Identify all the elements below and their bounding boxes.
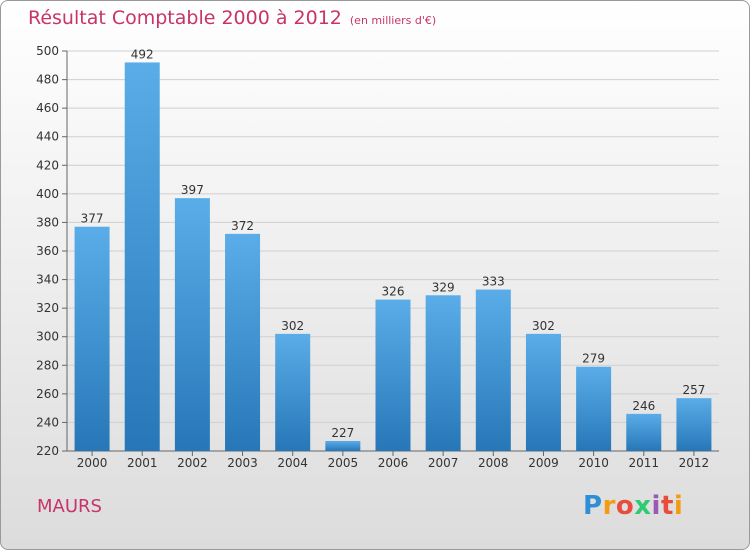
x-tick-label: 2001: [127, 456, 158, 470]
data-label: 246: [632, 399, 655, 413]
bar: [375, 299, 411, 451]
x-tick-label: 2011: [628, 456, 659, 470]
y-tick-label: 400: [36, 187, 59, 201]
data-label: 333: [482, 275, 505, 289]
bars: [74, 62, 712, 452]
data-label: 329: [432, 280, 455, 294]
y-tick-label: 260: [36, 387, 59, 401]
chart-title: Résultat Comptable 2000 à 2012 (en millie…: [28, 7, 436, 29]
bar: [525, 333, 561, 451]
y-tick-label: 460: [36, 101, 59, 115]
x-tick-label: 2002: [177, 456, 208, 470]
bar: [174, 198, 210, 451]
data-label: 257: [682, 383, 705, 397]
y-tick-label: 340: [36, 273, 59, 287]
bar: [225, 233, 261, 451]
chart-unit: (en milliers d'€): [349, 14, 437, 27]
y-tick-label: 220: [36, 444, 59, 458]
y-tick-label: 380: [36, 215, 59, 229]
bar: [325, 441, 361, 451]
y-tick-label: 500: [36, 44, 59, 58]
chart-title-text: Résultat Comptable 2000 à 2012: [28, 7, 342, 29]
x-tick-label: 2005: [328, 456, 359, 470]
data-label: 397: [181, 183, 204, 197]
data-label: 302: [281, 319, 304, 333]
x-tick-label: 2007: [428, 456, 459, 470]
y-tick-label: 440: [36, 130, 59, 144]
y-tick-label: 300: [36, 330, 59, 344]
y-tick-label: 480: [36, 73, 59, 87]
commune-name: MAURS: [37, 496, 102, 517]
bar: [124, 62, 160, 452]
y-tick-label: 360: [36, 244, 59, 258]
bar: [275, 333, 311, 451]
data-label: 377: [81, 212, 104, 226]
x-tick-label: 2010: [578, 456, 609, 470]
bar: [74, 226, 110, 451]
data-label: 326: [382, 285, 405, 299]
bar: [425, 295, 461, 451]
x-tick-label: 2008: [478, 456, 509, 470]
data-label: 279: [582, 352, 605, 366]
data-label: 227: [331, 426, 354, 440]
x-tick-label: 2006: [378, 456, 409, 470]
proxiti-logo: Proxiti: [583, 491, 684, 521]
x-tick-label: 2004: [277, 456, 308, 470]
y-tick-label: 280: [36, 358, 59, 372]
data-label: 372: [231, 219, 254, 233]
y-tick-label: 320: [36, 301, 59, 315]
y-tick-label: 420: [36, 158, 59, 172]
bar: [626, 413, 662, 451]
x-tick-label: 2012: [679, 456, 710, 470]
data-label: 492: [131, 47, 154, 61]
y-tick-label: 240: [36, 415, 59, 429]
x-tick-label: 2000: [77, 456, 108, 470]
bar: [576, 366, 612, 451]
x-tick-label: 2009: [528, 456, 559, 470]
bar: [676, 398, 712, 451]
data-label: 302: [532, 319, 555, 333]
bar: [475, 289, 511, 451]
x-tick-label: 2003: [227, 456, 258, 470]
labels: 220 240 260 280 300 320 340 360 380 400 420 440 460 4…: [36, 44, 709, 470]
